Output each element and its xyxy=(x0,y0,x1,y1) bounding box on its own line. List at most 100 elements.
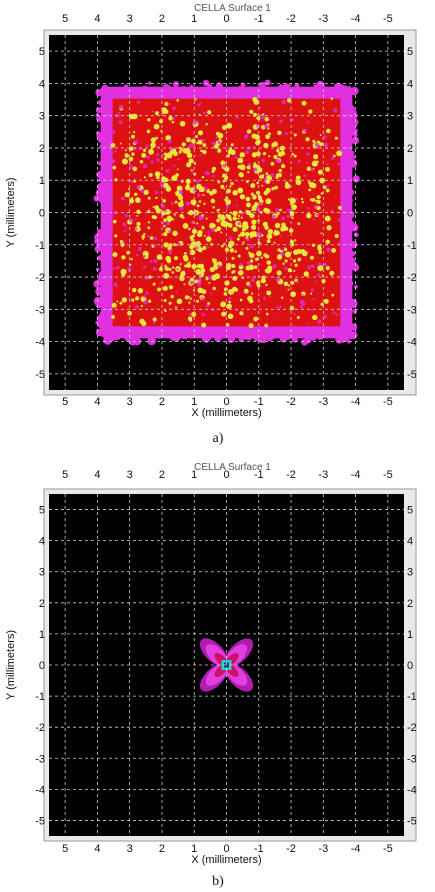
spot-core-speck xyxy=(281,225,287,231)
spot-core-speck xyxy=(124,153,130,158)
spot-edge-speck xyxy=(141,330,148,337)
spot-core-speck xyxy=(250,224,257,230)
spot-core-speck xyxy=(221,175,225,178)
spot-body-speck xyxy=(246,260,251,265)
spot-core-speck xyxy=(111,302,117,308)
spot-edge-speck xyxy=(290,87,299,95)
spot-core-speck xyxy=(294,263,298,267)
spot-body-speck xyxy=(165,169,170,173)
spot-core-speck xyxy=(221,125,228,131)
spot-core-speck xyxy=(216,208,220,212)
y-axis-label: Y (millimeters) xyxy=(5,630,17,700)
spot-core-speck xyxy=(280,150,286,156)
spot-body-speck xyxy=(203,186,208,191)
spot-core-speck xyxy=(149,236,154,240)
spot-body-speck xyxy=(293,312,296,316)
spot-core-speck xyxy=(277,248,281,252)
x-tick-label-bottom: -3 xyxy=(318,396,328,408)
spot-core-speck xyxy=(245,265,251,271)
spot-body-speck xyxy=(144,275,149,280)
spot-body-speck xyxy=(274,208,279,213)
spot-body-speck xyxy=(259,106,262,109)
x-tick-label-top: -4 xyxy=(351,469,361,481)
spot-body-speck xyxy=(146,234,150,238)
spot-core-speck xyxy=(224,280,230,286)
spot-core-speck xyxy=(248,323,254,329)
spot-core-speck xyxy=(229,185,232,188)
spot-body-speck xyxy=(122,222,127,227)
spot-core-speck xyxy=(318,250,322,255)
spot-core-speck xyxy=(143,232,146,236)
spot-core-speck xyxy=(129,198,135,204)
spot-edge-speck xyxy=(350,86,359,96)
spot-core-speck xyxy=(268,155,271,158)
spot-edge-speck xyxy=(212,90,216,94)
spot-edge-speck xyxy=(96,228,103,235)
spot-edge-speck xyxy=(349,331,358,340)
spot-core-speck xyxy=(220,231,223,234)
spot-body-speck xyxy=(246,129,248,132)
spot-body-speck xyxy=(118,120,123,125)
spot-core-speck xyxy=(316,194,321,200)
x-tick-label-top: -5 xyxy=(383,13,393,25)
spot-core-speck xyxy=(239,194,246,200)
spot-core-speck xyxy=(163,224,166,228)
spot-core-speck xyxy=(278,168,282,173)
spot-core-speck xyxy=(245,180,249,184)
spot-core-speck xyxy=(308,188,312,192)
spot-core-speck xyxy=(290,202,293,206)
spot-core-speck xyxy=(265,198,272,205)
x-tick-label-top: 4 xyxy=(94,13,100,25)
x-tick-label-bottom: -5 xyxy=(383,843,393,855)
spot-body-speck xyxy=(290,117,294,122)
y-tick-label-right: 0 xyxy=(407,208,413,220)
spot-core-speck xyxy=(120,268,127,275)
spot-core-speck xyxy=(251,194,257,200)
spot-body-speck xyxy=(248,162,251,166)
spot-body-speck xyxy=(245,150,250,155)
spot-body-speck xyxy=(113,149,117,153)
spot-core-speck xyxy=(174,306,178,309)
y-tick-label-left: -5 xyxy=(35,369,45,381)
spot-core-speck xyxy=(324,215,331,222)
spot-core-speck xyxy=(312,314,318,321)
spot-body-speck xyxy=(128,296,131,300)
spot-core-speck xyxy=(210,198,216,204)
spot-core-speck xyxy=(257,241,261,245)
spot-edge-speck xyxy=(102,123,110,132)
spot-core-speck xyxy=(277,130,282,136)
spot-body-speck xyxy=(113,267,116,270)
spot-core-speck xyxy=(203,234,206,237)
spot-body-speck xyxy=(323,135,327,139)
spot-core-speck xyxy=(284,251,291,258)
spot-core-speck xyxy=(119,239,124,244)
spot-edge-speck xyxy=(193,86,198,90)
spot-edge-speck xyxy=(302,338,309,345)
spot-core-speck xyxy=(161,109,166,114)
panel-caption: b) xyxy=(212,874,224,889)
spot-core-speck xyxy=(257,219,260,222)
spot-body-speck xyxy=(128,163,132,167)
spot-core-speck xyxy=(246,202,251,208)
spot-core-speck xyxy=(239,173,244,178)
spot-body-speck xyxy=(152,267,157,271)
spot-core-speck xyxy=(212,286,216,291)
spot-core-speck xyxy=(152,317,157,322)
spot-edge-speck xyxy=(98,271,104,278)
spot-edge-speck xyxy=(348,159,358,168)
y-tick-label-left: 4 xyxy=(39,536,45,548)
spot-edge-speck xyxy=(158,334,162,338)
spot-core-speck xyxy=(234,250,238,253)
spot-core-speck xyxy=(166,258,172,264)
spot-body-speck xyxy=(260,232,263,234)
spot-core-speck xyxy=(306,166,312,171)
spot-core-speck xyxy=(141,152,147,158)
spot-core-speck xyxy=(156,254,163,260)
spot-core-speck xyxy=(273,241,276,244)
y-tick-label-right: 2 xyxy=(407,598,413,610)
spot-core-speck xyxy=(163,272,170,279)
spot-core-speck xyxy=(202,143,207,147)
spot-core-speck xyxy=(264,323,269,328)
spot-edge-speck xyxy=(347,340,351,344)
spot-core-speck xyxy=(173,243,176,246)
